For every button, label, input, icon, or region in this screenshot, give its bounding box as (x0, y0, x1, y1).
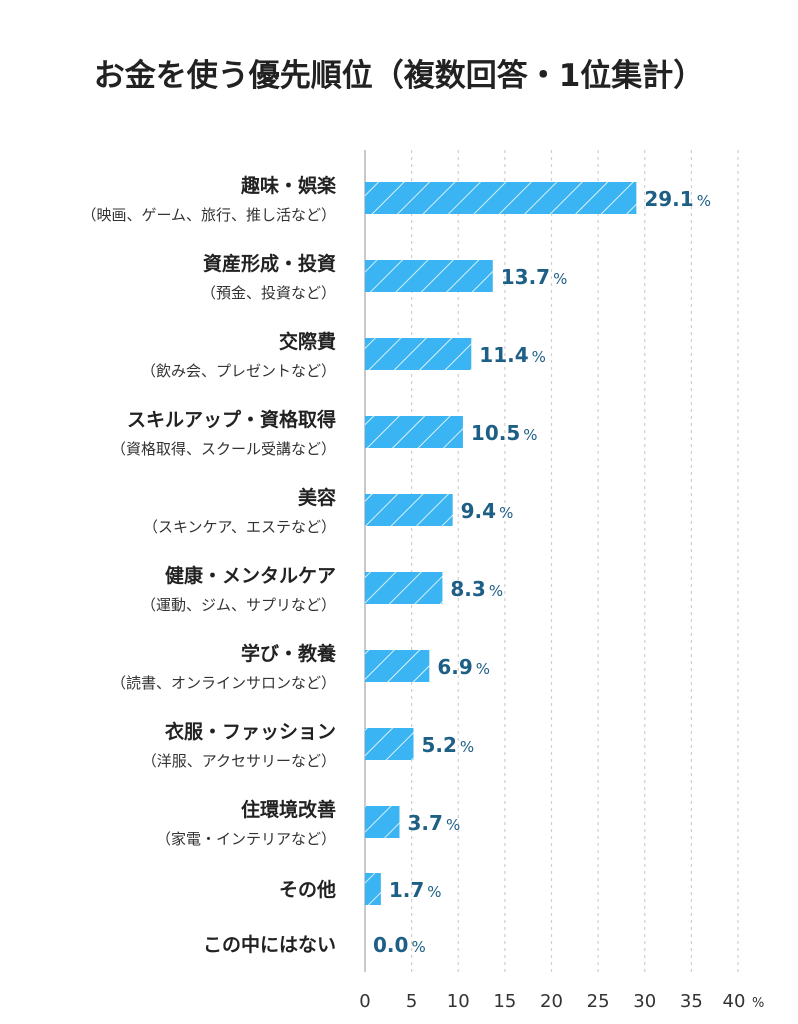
bar (365, 873, 381, 905)
category-labels: 趣味・娯楽 （映画、ゲーム、旅行、推し活など） 資産形成・投資 （預金、投資など） 交際… (81, 174, 337, 956)
value-unit: % (411, 938, 425, 956)
category-sublabel: （預金、投資など） (201, 284, 336, 302)
category-sublabel: （家電・インテリアなど） (156, 830, 336, 848)
value-label: 13.7 (501, 265, 550, 289)
value-unit: % (476, 660, 490, 678)
x-tick-label: 40 (723, 991, 746, 1012)
category-label: 住環境改善 (241, 798, 336, 821)
category-label: 美容 (298, 486, 336, 509)
x-tick-label: 35 (680, 991, 703, 1012)
x-tick-label: 10 (447, 991, 470, 1012)
x-tick-label: 0 (359, 991, 370, 1012)
bar (365, 572, 443, 604)
value-labels: 29.1 %13.7 %11.4 %10.5 %9.4 %8.3 %6.9 %5.2 %3.7%… (373, 187, 711, 957)
value-unit: % (446, 816, 460, 834)
value-unit: % (523, 426, 537, 444)
value-unit: % (553, 270, 567, 288)
value-label: 9.4 (461, 499, 496, 523)
bar (365, 494, 453, 526)
value-label: 3.7 (408, 811, 443, 835)
category-sublabel: （スキンケア、エステなど） (143, 518, 336, 536)
value-label: 10.5 (471, 421, 520, 445)
bar (365, 260, 493, 292)
value-unit: % (532, 348, 546, 366)
category-sublabel: （飲み会、プレゼントなど） (141, 362, 336, 380)
bar (365, 182, 637, 214)
category-sublabel: （資格取得、スクール受講など） (111, 440, 336, 458)
category-label: 衣服・ファッション (165, 720, 336, 743)
value-unit: % (489, 582, 503, 600)
category-sublabel: （読書、オンラインサロンなど） (111, 674, 336, 692)
x-tick-unit: % (752, 996, 764, 1011)
x-tick-label: 5 (406, 991, 417, 1012)
x-tick-label: 25 (587, 991, 610, 1012)
bars (365, 182, 637, 905)
category-label: 趣味・娯楽 (240, 174, 337, 197)
value-label: 6.9 (437, 655, 472, 679)
category-label: その他 (279, 878, 336, 901)
value-label: 5.2 (421, 733, 456, 757)
category-label: 健康・メンタルケア (165, 564, 336, 587)
x-tick-label: 15 (493, 991, 516, 1012)
category-label: スキルアップ・資格取得 (127, 408, 336, 431)
category-sublabel: （映画、ゲーム、旅行、推し活など） (81, 206, 336, 224)
bar (365, 728, 414, 760)
value-label: 8.3 (450, 577, 485, 601)
x-tick-label: 30 (633, 991, 656, 1012)
bar (365, 416, 463, 448)
value-unit: % (427, 883, 441, 901)
category-sublabel: （運動、ジム、サプリなど） (141, 596, 336, 614)
category-label: 資産形成・投資 (203, 252, 336, 275)
x-tick-label: 20 (540, 991, 563, 1012)
chart-title: お金を使う優先順位（複数回答・1位集計） (94, 58, 705, 94)
bar (365, 650, 430, 682)
value-unit: % (460, 738, 474, 756)
value-unit: % (499, 504, 513, 522)
category-label: この中にはない (203, 933, 336, 956)
bar (365, 806, 400, 838)
bar (365, 338, 472, 370)
value-label: 0.0 (373, 933, 408, 957)
category-label: 学び・教養 (241, 642, 337, 665)
value-label: 11.4 (479, 343, 528, 367)
value-label: 29.1 (644, 187, 693, 211)
category-sublabel: （洋服、アクセサリーなど） (142, 752, 336, 770)
x-axis-ticks: 0 5 10 15 20 25 30 35 40% (359, 991, 764, 1012)
category-label: 交際費 (279, 330, 336, 353)
value-label: 1.7 (389, 878, 424, 902)
value-unit: % (697, 192, 711, 210)
